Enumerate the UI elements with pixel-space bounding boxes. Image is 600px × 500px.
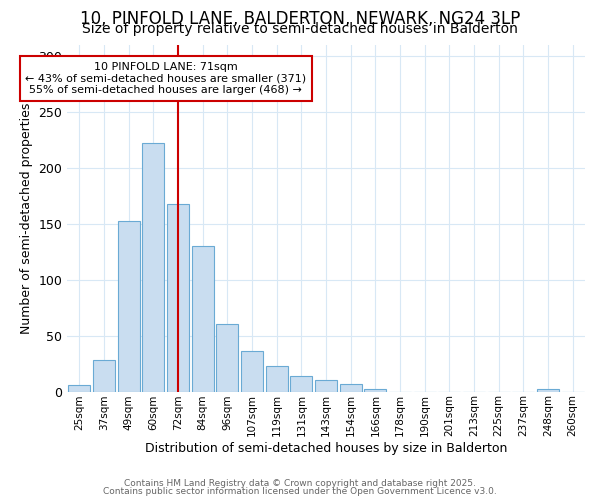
Bar	[118, 220, 140, 392]
Text: Size of property relative to semi-detached houses in Balderton: Size of property relative to semi-detach…	[82, 22, 518, 36]
Bar	[142, 144, 164, 392]
Bar	[68, 385, 91, 392]
Text: 10, PINFOLD LANE, BALDERTON, NEWARK, NG24 3LP: 10, PINFOLD LANE, BALDERTON, NEWARK, NG2…	[80, 10, 520, 28]
Bar	[364, 390, 386, 392]
Bar	[290, 376, 313, 392]
Bar	[93, 360, 115, 392]
Bar	[315, 380, 337, 392]
Bar	[191, 246, 214, 392]
Bar	[216, 324, 238, 392]
Bar	[266, 366, 288, 392]
Bar	[340, 384, 362, 392]
Y-axis label: Number of semi-detached properties: Number of semi-detached properties	[20, 102, 32, 334]
Bar	[241, 352, 263, 392]
Text: Contains public sector information licensed under the Open Government Licence v3: Contains public sector information licen…	[103, 487, 497, 496]
Text: 10 PINFOLD LANE: 71sqm
← 43% of semi-detached houses are smaller (371)
55% of se: 10 PINFOLD LANE: 71sqm ← 43% of semi-det…	[25, 62, 306, 95]
Text: Contains HM Land Registry data © Crown copyright and database right 2025.: Contains HM Land Registry data © Crown c…	[124, 478, 476, 488]
Bar	[537, 390, 559, 392]
Bar	[167, 204, 189, 392]
X-axis label: Distribution of semi-detached houses by size in Balderton: Distribution of semi-detached houses by …	[145, 442, 507, 455]
